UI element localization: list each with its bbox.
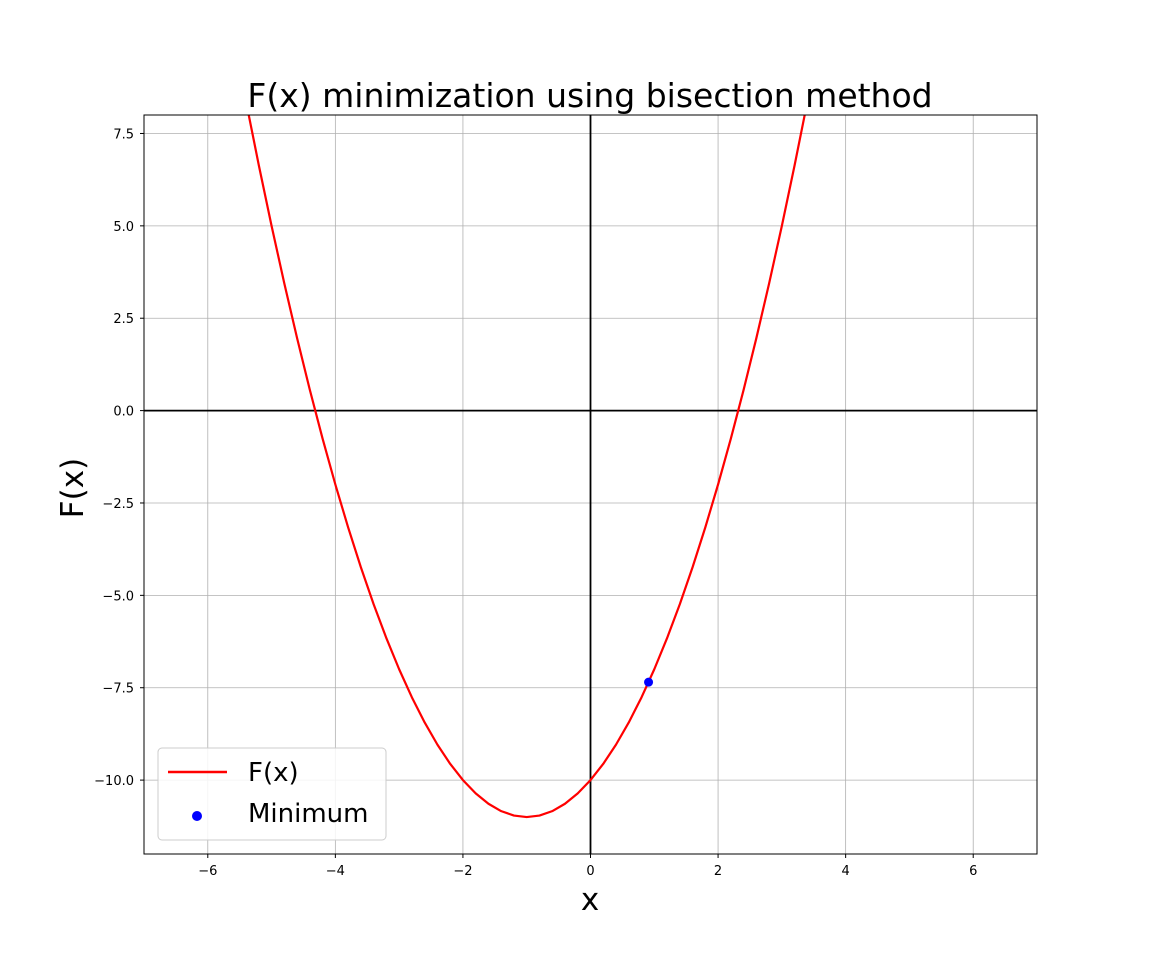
y-tick-label: 5.0 bbox=[113, 220, 134, 235]
chart-title: F(x) minimization using bisection method bbox=[247, 76, 932, 115]
y-tick-label: −2.5 bbox=[102, 497, 134, 512]
legend-marker-minimum bbox=[192, 811, 202, 821]
legend-label-fx: F(x) bbox=[248, 758, 299, 788]
x-tick-label: −2 bbox=[453, 864, 472, 879]
y-tick-label: 2.5 bbox=[113, 312, 134, 327]
y-tick-label: −7.5 bbox=[102, 682, 134, 697]
x-tick-label: 6 bbox=[969, 864, 977, 879]
y-tick-label: 0.0 bbox=[113, 405, 134, 420]
x-tick-label: 0 bbox=[586, 864, 594, 879]
x-tick-label: −6 bbox=[198, 864, 217, 879]
y-tick-label: −10.0 bbox=[94, 774, 134, 789]
x-tick-label: 4 bbox=[842, 864, 850, 879]
x-tick-label: −4 bbox=[326, 864, 345, 879]
legend-label-minimum: Minimum bbox=[248, 799, 369, 829]
zero-axis-lines bbox=[144, 115, 1037, 854]
x-tick-label: 2 bbox=[714, 864, 722, 879]
legend: F(x) Minimum bbox=[157, 747, 387, 841]
y-axis-label: F(x) bbox=[55, 458, 91, 518]
x-axis-label: x bbox=[581, 882, 599, 918]
y-tick-label: 7.5 bbox=[113, 127, 134, 142]
x-axis-ticks: −6 −4 −2 0 2 4 6 bbox=[198, 854, 977, 879]
y-tick-label: −5.0 bbox=[102, 589, 134, 604]
minimum-points bbox=[644, 677, 654, 687]
series-line-fx bbox=[247, 115, 806, 819]
y-axis-ticks: −10.0 −7.5 −5.0 −2.5 0.0 2.5 5.0 7.5 bbox=[94, 127, 144, 789]
minimum-point bbox=[644, 677, 654, 687]
